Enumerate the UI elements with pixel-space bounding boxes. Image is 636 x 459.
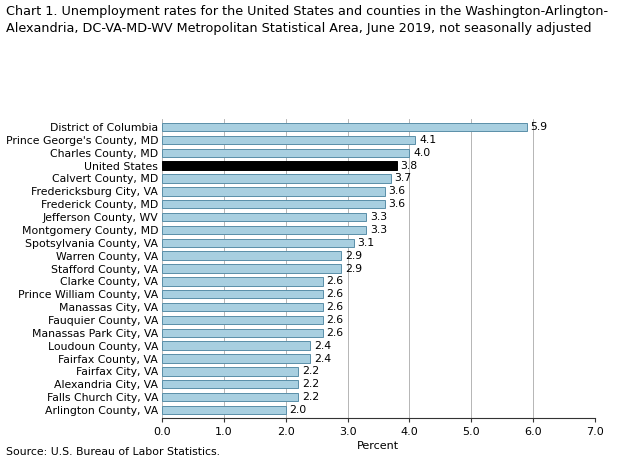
Text: 2.9: 2.9 (345, 251, 362, 261)
Bar (162, 341, 310, 350)
Bar (162, 239, 354, 247)
Text: 3.3: 3.3 (370, 225, 387, 235)
Bar (162, 123, 527, 131)
Bar (162, 174, 391, 183)
Bar (162, 200, 385, 208)
Text: 2.9: 2.9 (345, 263, 362, 274)
Bar (162, 316, 323, 324)
Bar (162, 226, 366, 234)
Text: 2.4: 2.4 (314, 353, 331, 364)
Bar (162, 277, 323, 285)
Bar (162, 252, 342, 260)
Text: 4.0: 4.0 (413, 148, 431, 158)
Text: 2.0: 2.0 (289, 405, 307, 415)
Bar (162, 162, 397, 170)
Text: 3.8: 3.8 (401, 161, 418, 171)
Text: 2.4: 2.4 (314, 341, 331, 351)
Bar (162, 149, 410, 157)
Bar (162, 136, 415, 144)
Text: 2.2: 2.2 (302, 379, 319, 389)
Text: Source: U.S. Bureau of Labor Statistics.: Source: U.S. Bureau of Labor Statistics. (6, 447, 220, 457)
Bar (162, 329, 323, 337)
Text: 2.6: 2.6 (326, 328, 343, 338)
Bar (162, 380, 298, 388)
Text: 3.1: 3.1 (357, 238, 375, 248)
Text: 2.2: 2.2 (302, 366, 319, 376)
Text: 3.6: 3.6 (389, 186, 405, 196)
Text: 5.9: 5.9 (530, 122, 548, 132)
Text: 3.7: 3.7 (394, 174, 411, 184)
Text: 2.6: 2.6 (326, 315, 343, 325)
Text: 3.6: 3.6 (389, 199, 405, 209)
Text: 4.1: 4.1 (419, 135, 436, 145)
Bar (162, 367, 298, 375)
Text: 2.6: 2.6 (326, 276, 343, 286)
Bar (162, 303, 323, 311)
Bar (162, 264, 342, 273)
Bar (162, 406, 286, 414)
Bar (162, 290, 323, 298)
Text: 2.2: 2.2 (302, 392, 319, 402)
Bar (162, 393, 298, 401)
Text: 2.6: 2.6 (326, 289, 343, 299)
Bar (162, 187, 385, 196)
X-axis label: Percent: Percent (357, 441, 399, 451)
Text: Chart 1. Unemployment rates for the United States and counties in the Washington: Chart 1. Unemployment rates for the Unit… (6, 5, 609, 34)
Bar (162, 354, 310, 363)
Text: 3.3: 3.3 (370, 212, 387, 222)
Bar (162, 213, 366, 221)
Text: 2.6: 2.6 (326, 302, 343, 312)
